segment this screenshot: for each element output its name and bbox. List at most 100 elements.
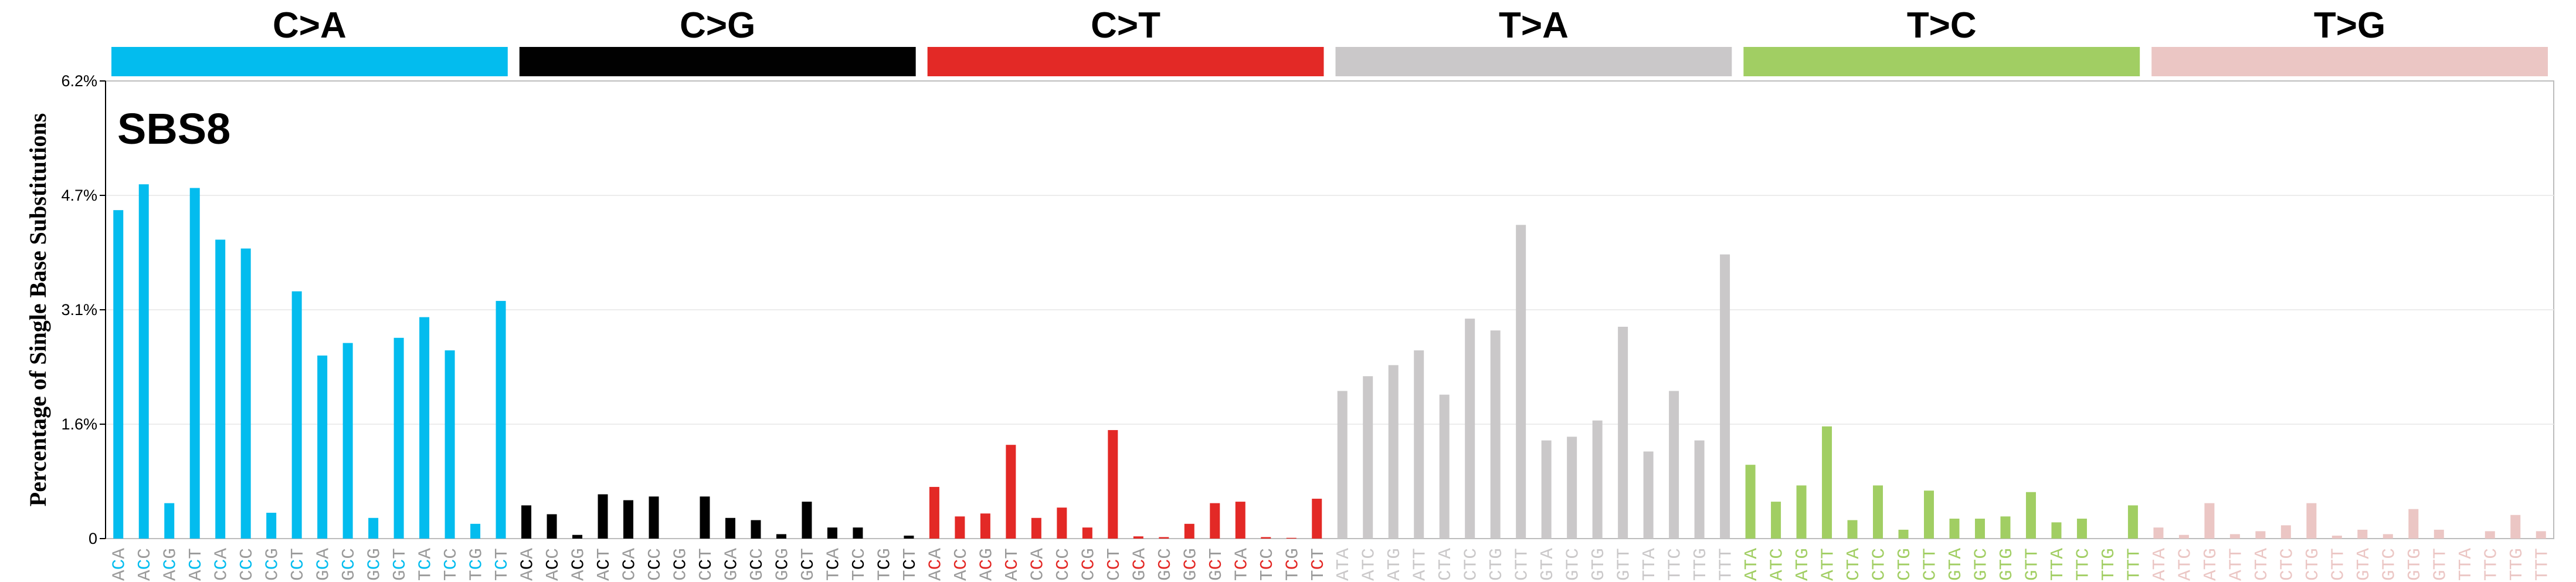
bar-C>A-TCG: [470, 523, 481, 539]
x-context-label: CTA: [1435, 548, 1456, 581]
x-context-label: ATA: [2150, 548, 2170, 581]
x-context-label: TTG: [1691, 548, 1711, 581]
x-context-label: ACC: [543, 548, 564, 581]
bar-C>G-GCA: [725, 517, 735, 539]
x-context-label: TTG: [2099, 548, 2119, 581]
x-context-label: ATC: [1767, 548, 1788, 581]
bar-T>G-ATA: [2153, 527, 2164, 539]
x-context-label: GTA: [2354, 548, 2374, 581]
x-context-label: TTT: [1716, 548, 1737, 581]
bar-C>T-TCA: [1235, 502, 1245, 539]
bar-T>G-GTA: [2357, 529, 2368, 539]
y-tick-label: 4.7%: [61, 187, 97, 204]
x-context-label: GCT: [390, 548, 410, 581]
x-context-label: ATC: [1359, 548, 1380, 581]
bar-T>A-GTA: [1541, 440, 1552, 539]
x-context-label: CCC: [1053, 548, 1074, 581]
bar-T>C-ATG: [1796, 485, 1807, 539]
mutation-type-header-bar: [1743, 47, 2140, 76]
x-context-label: GCG: [772, 548, 793, 581]
x-context-label: TCG: [1282, 548, 1303, 581]
bar-T>C-TTA: [2051, 522, 2062, 539]
bar-T>C-ATA: [1745, 465, 1756, 539]
x-context-label: TTT: [2124, 548, 2144, 581]
x-context-label: ATT: [1410, 548, 1431, 581]
bar-C>T-GCG: [1184, 523, 1194, 539]
x-context-label: GTA: [1538, 548, 1558, 581]
bar-C>A-TCA: [419, 317, 430, 539]
x-context-label: TCT: [900, 548, 921, 581]
bar-T>C-CTA: [1847, 520, 1858, 539]
bar-T>G-CTC: [2280, 525, 2291, 539]
bar-T>C-TTT: [2127, 505, 2138, 539]
x-context-label: ACT: [594, 548, 615, 581]
x-context-label: CTT: [1920, 548, 1941, 581]
bar-C>A-ACT: [189, 188, 200, 539]
bar-C>A-ACA: [113, 210, 124, 539]
bar-C>G-ACC: [547, 514, 557, 539]
x-context-label: ACG: [976, 548, 997, 581]
x-context-label: CCT: [288, 548, 308, 581]
x-context-label: TCA: [1231, 548, 1252, 581]
x-context-label: ATT: [2226, 548, 2246, 581]
x-context-label: GCA: [314, 548, 334, 581]
bar-T>G-GTT: [2434, 529, 2444, 539]
x-context-label: CCA: [1027, 548, 1048, 581]
x-context-label: ATG: [1384, 548, 1405, 581]
mutation-type-header-bar: [2151, 47, 2548, 76]
bar-C>A-TCC: [444, 350, 455, 539]
bar-T>G-TTG: [2510, 515, 2521, 539]
bar-C>G-ACT: [598, 494, 608, 539]
bar-T>A-CTC: [1465, 319, 1475, 539]
x-context-label: CCC: [645, 548, 666, 581]
x-context-label: TTA: [2048, 548, 2068, 581]
x-context-label: ACT: [1002, 548, 1023, 581]
bar-T>C-CTT: [1924, 490, 1934, 539]
bar-T>C-TTC: [2076, 519, 2087, 539]
bar-T>G-CTG: [2306, 503, 2317, 539]
x-context-label: CCG: [263, 548, 283, 581]
x-context-label: CTA: [1844, 548, 1864, 581]
x-context-label: GCA: [721, 548, 742, 581]
bar-C>A-GCG: [368, 517, 379, 539]
bar-C>G-CCA: [623, 500, 634, 539]
bar-C>A-TCT: [495, 300, 506, 539]
x-context-label: CCA: [212, 548, 232, 581]
x-context-label: TCC: [849, 548, 870, 581]
bar-T>C-ATT: [1822, 426, 1832, 539]
x-context-label: GCT: [1206, 548, 1227, 581]
bar-C>A-ACC: [138, 184, 149, 539]
x-context-label: ACC: [951, 548, 972, 581]
bar-T>A-CTA: [1439, 394, 1450, 539]
bar-T>A-TTG: [1694, 440, 1705, 539]
bar-T>A-TTT: [1720, 254, 1730, 539]
x-context-label: CTG: [1486, 548, 1507, 581]
x-context-label: CCG: [1078, 548, 1099, 581]
x-context-label: TCA: [416, 548, 436, 581]
bar-C>A-GCT: [393, 337, 404, 539]
bar-C>T-TCG: [1286, 537, 1297, 539]
mutation-type-title: T>A: [1499, 5, 1569, 46]
x-context-label: ACG: [569, 548, 589, 581]
x-context-label: GTT: [2430, 548, 2451, 581]
bar-C>A-ACG: [164, 503, 175, 539]
x-context-label: ATG: [2201, 548, 2221, 581]
bar-C>T-GCT: [1210, 503, 1220, 539]
x-context-label: CCA: [620, 548, 640, 581]
x-context-label: CTG: [1895, 548, 1915, 581]
bar-C>A-CCA: [215, 239, 226, 539]
bar-C>G-CCC: [649, 496, 659, 539]
x-context-label: TCT: [492, 548, 513, 581]
bar-T>G-CTA: [2255, 531, 2266, 539]
bar-T>A-CTT: [1516, 225, 1526, 539]
bar-C>G-GCC: [751, 520, 761, 539]
bar-C>T-TCC: [1261, 537, 1271, 539]
bar-T>C-GTT: [2025, 492, 2036, 539]
x-context-label: TCG: [874, 548, 895, 581]
x-context-label: CTC: [1869, 548, 1890, 581]
y-tick-label: 3.1%: [61, 301, 97, 319]
bar-C>G-GCT: [802, 502, 812, 539]
bar-T>A-CTG: [1490, 330, 1501, 539]
